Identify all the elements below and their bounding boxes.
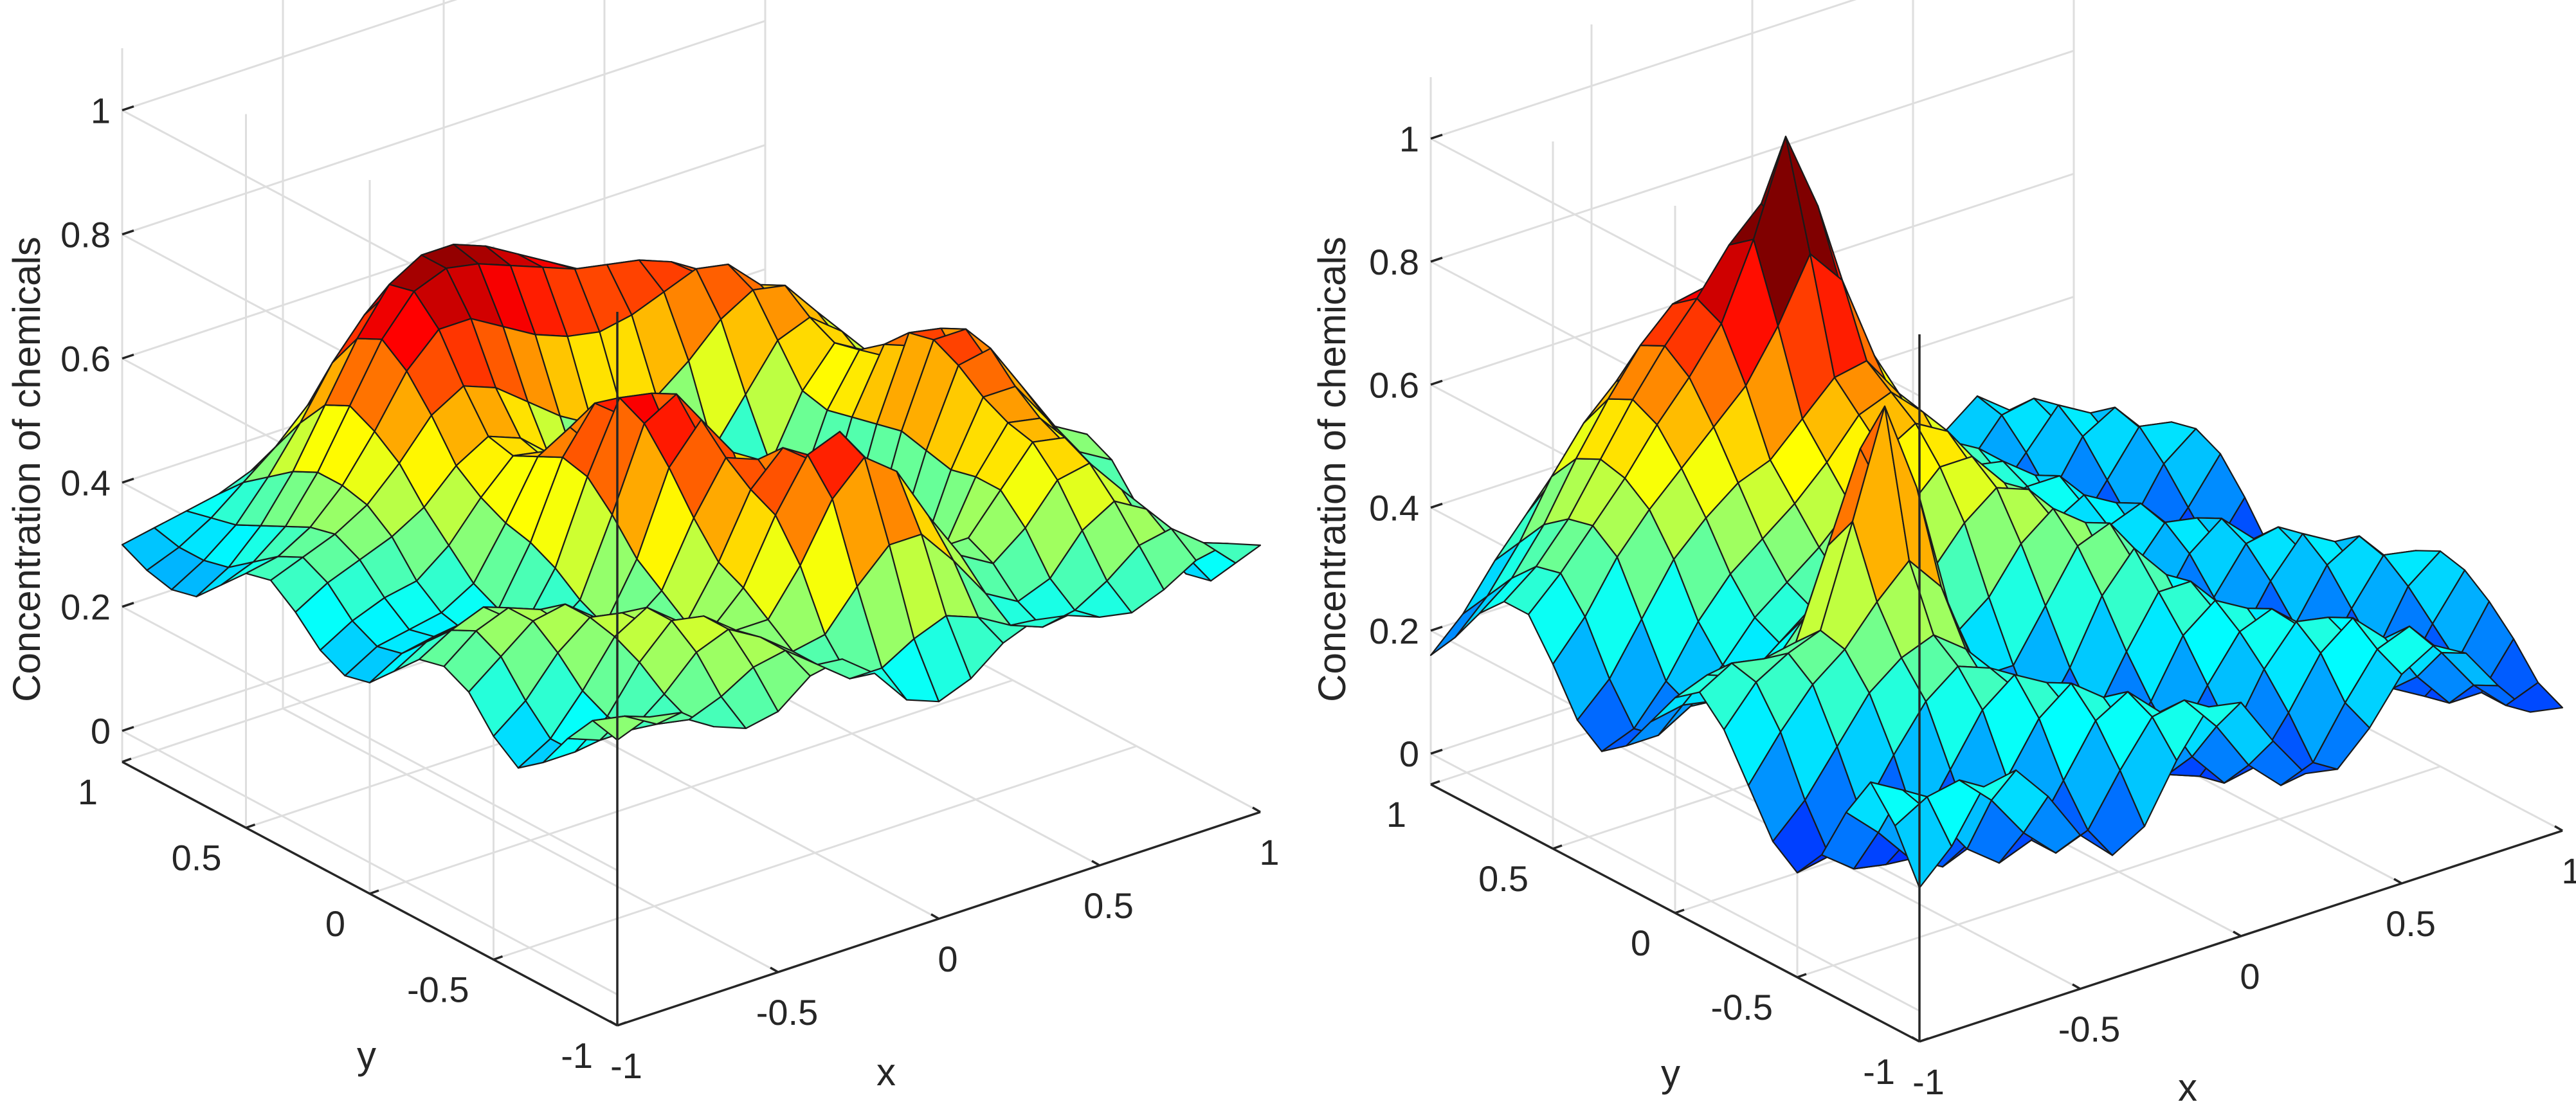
- x-tick-mark: [609, 1020, 618, 1027]
- z-tick-mark: [122, 353, 134, 360]
- y-tick-label: 0.5: [172, 838, 222, 878]
- y-tick-mark: [493, 955, 503, 961]
- x-tick-mark: [1091, 860, 1100, 867]
- y-tick-label: 1: [1386, 794, 1406, 835]
- z-tick-label: 0.6: [1369, 365, 1419, 405]
- z-tick-mark: [1430, 257, 1443, 263]
- left-y-axis-label: y: [357, 1034, 376, 1077]
- z-tick-label: 0.8: [60, 215, 111, 255]
- z-tick-label: 0.2: [1369, 611, 1419, 651]
- y-tick-label: -0.5: [407, 970, 469, 1010]
- y-tick-label: -1: [561, 1035, 593, 1076]
- z-tick-label: 0.6: [60, 339, 111, 379]
- y-tick-mark: [1430, 780, 1440, 786]
- z-tick-label: 0: [91, 711, 111, 752]
- z-tick-mark: [1430, 626, 1443, 632]
- z-tick-mark: [1430, 502, 1443, 509]
- right-surface-plot: 0 0.2 0.4 0.6 0.8 1 -1 -0.5 0 0.5 1 -1 -0.5 0 0.5 1 Con…: [1311, 0, 2576, 1109]
- y-tick-label: 0: [325, 903, 345, 944]
- z-tick-mark: [122, 602, 134, 608]
- grid-line: [1430, 0, 1857, 140]
- y-tick-label: -1: [1863, 1051, 1895, 1092]
- z-tick-label: 0.4: [60, 463, 111, 503]
- y-tick-mark: [1919, 1037, 1929, 1043]
- grid-line: [122, 730, 618, 996]
- right-surface-mesh: [1429, 136, 2564, 889]
- y-tick-mark: [1552, 844, 1563, 850]
- y-tick-mark: [617, 1021, 627, 1027]
- x-tick-mark: [1911, 1036, 1920, 1043]
- right-x-axis-label: x: [2178, 1066, 2197, 1109]
- left-tick-labels: 0 0.2 0.4 0.6 0.8 1 -1 -0.5 0 0.5 1 -1 -0.5 0 0.5 1: [60, 91, 1279, 1086]
- surface-patch: [1202, 541, 1262, 564]
- x-tick-mark: [770, 966, 779, 973]
- grid-line: [122, 0, 458, 111]
- grid-line: [122, 606, 618, 872]
- left-x-axis-label: x: [876, 1051, 896, 1094]
- y-tick-label: 1: [78, 772, 98, 812]
- right-tick-labels: 0 0.2 0.4 0.6 0.8 1 -1 -0.5 0 0.5 1 -1 -0.5 0 0.5 1: [1369, 119, 2576, 1102]
- y-tick-mark: [369, 889, 379, 895]
- z-tick-mark: [1430, 379, 1443, 386]
- left-z-axis-label: Concentration of chemicals: [5, 237, 48, 702]
- y-tick-label: -0.5: [1711, 987, 1773, 1027]
- x-tick-label: 0: [2240, 956, 2260, 997]
- x-tick-label: -0.5: [2058, 1009, 2121, 1049]
- surface-patch: [2505, 682, 2564, 713]
- x-tick-mark: [1252, 806, 1261, 813]
- grid-line: [493, 745, 1137, 961]
- z-tick-mark: [122, 229, 134, 236]
- right-z-axis-label: Concentration of chemicals: [1311, 237, 1354, 702]
- z-tick-label: 0: [1399, 734, 1419, 774]
- x-tick-mark: [2393, 878, 2402, 885]
- x-tick-label: -1: [610, 1045, 642, 1086]
- z-tick-label: 0.4: [1369, 488, 1419, 528]
- x-tick-label: -0.5: [756, 992, 819, 1033]
- x-tick-label: 1: [1259, 832, 1279, 872]
- z-tick-label: 1: [1399, 119, 1419, 159]
- grid-line: [1430, 752, 1920, 1012]
- z-tick-mark: [122, 726, 134, 732]
- x-tick-label: 0.5: [2386, 903, 2436, 944]
- grid-line: [369, 679, 1013, 895]
- y-tick-label: 0.5: [1478, 858, 1528, 899]
- left-surface-plot: 0 0.2 0.4 0.6 0.8 1 -1 -0.5 0 0.5 1 -1 -0.5 0 0.5 1 Con…: [5, 0, 1280, 1094]
- z-tick-mark: [122, 477, 134, 484]
- x-tick-label: 1: [2561, 851, 2576, 891]
- z-tick-label: 0.2: [60, 587, 111, 628]
- x-tick-label: -1: [1912, 1061, 1945, 1102]
- right-y-axis-label: y: [1661, 1052, 1680, 1095]
- x-tick-label: 0: [938, 939, 957, 979]
- grid-line: [1430, 50, 2074, 263]
- z-tick-mark: [1430, 748, 1443, 755]
- z-tick-mark: [122, 105, 134, 112]
- x-tick-mark: [2554, 825, 2563, 832]
- y-tick-mark: [1674, 908, 1685, 914]
- y-tick-mark: [245, 823, 256, 829]
- left-surface-mesh: [121, 244, 1262, 769]
- z-tick-label: 0.8: [1369, 242, 1419, 282]
- grid-line: [122, 20, 766, 235]
- x-tick-mark: [2072, 983, 2081, 990]
- x-tick-mark: [2233, 930, 2242, 937]
- y-tick-mark: [1797, 973, 1807, 979]
- y-tick-mark: [122, 757, 132, 763]
- y-tick-label: 0: [1631, 923, 1651, 963]
- z-tick-mark: [1430, 133, 1443, 140]
- z-tick-label: 1: [91, 91, 111, 131]
- x-tick-label: 0.5: [1084, 885, 1134, 926]
- grid-line: [1797, 765, 2441, 979]
- x-tick-mark: [930, 913, 939, 920]
